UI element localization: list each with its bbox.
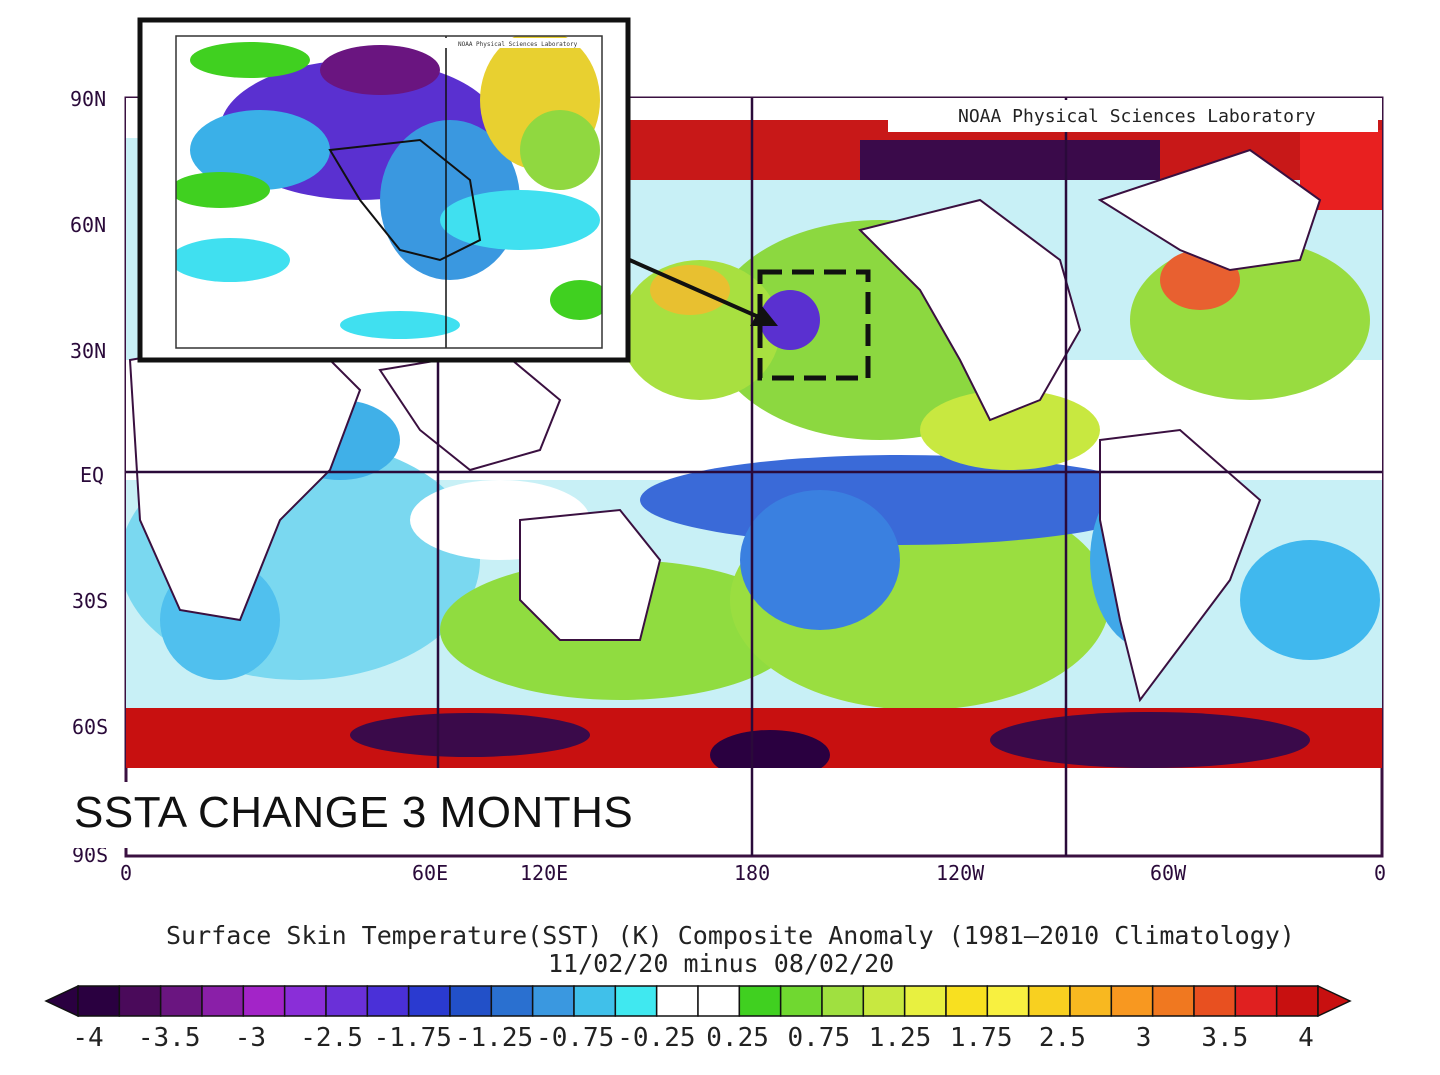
lat-label: 30N (70, 339, 106, 363)
colorbar-label: 3.5 (1201, 1023, 1248, 1053)
colorbar-swatch (490, 985, 534, 1017)
lat-label: EQ (80, 463, 104, 487)
colorbar-labels: -4 -3.5 -3 -2.5 -1.75 -1.25 -0.75 -0.25 0.25 0.75… (72, 1023, 1313, 1053)
colorbar-swatch (614, 985, 658, 1017)
lat-label: 30S (72, 589, 108, 613)
colorbar-label: -4 (72, 1023, 103, 1053)
colorbar-swatch (779, 985, 823, 1017)
lon-label: 120E (520, 861, 568, 885)
colorbar-swatch (283, 985, 327, 1017)
colorbar-swatch (1234, 985, 1278, 1017)
colorbar-swatch (862, 985, 906, 1017)
inset-map: NOAA Physical Sciences Laboratory (137, 17, 631, 363)
overlay-caption: SSTA CHANGE 3 MONTHS (60, 782, 660, 848)
colorbar-swatch (366, 985, 410, 1017)
map-title-line2: 11/02/20 minus 08/02/20 (548, 949, 894, 978)
colorbar-swatch (1069, 985, 1113, 1017)
colorbar-swatch (1275, 985, 1319, 1017)
colorbar-swatch (201, 985, 245, 1017)
colorbar-swatch (738, 985, 782, 1017)
colorbar-swatch (407, 985, 451, 1017)
colorbar-swatch (697, 985, 741, 1017)
lat-labels: 90N 60N 30N EQ 30S 60S 90S (70, 87, 108, 867)
lon-label: 180 (734, 861, 770, 885)
lat-label: 60N (70, 213, 106, 237)
inset-credit-text: NOAA Physical Sciences Laboratory (458, 41, 578, 48)
colorbar-label: 0.75 (787, 1023, 850, 1053)
colorbar-label: -1.75 (374, 1023, 452, 1053)
colorbar-label: -3 (235, 1023, 266, 1053)
lat-label: 90N (70, 87, 106, 111)
colorbar-arrow-right (1317, 984, 1352, 1018)
colorbar-swatch (531, 985, 575, 1017)
colorbar-label: -2.5 (300, 1023, 363, 1053)
colorbar-swatch (945, 985, 989, 1017)
lon-label: 120W (936, 861, 985, 885)
colorbar-swatch (118, 985, 162, 1017)
lon-labels: 0 60E 120E 180 120W 60W 0 (120, 861, 1386, 885)
colorbar-swatch (821, 985, 865, 1017)
colorbar-swatch (1110, 985, 1154, 1017)
colorbar-label: -0.25 (617, 1023, 695, 1053)
lon-label: 0 (120, 861, 132, 885)
colorbar-swatch (573, 985, 617, 1017)
lon-label: 60W (1150, 861, 1187, 885)
colorbar (44, 984, 1352, 1018)
colorbar-swatch (325, 985, 369, 1017)
lat-label: 60S (72, 715, 108, 739)
colorbar-arrow-left (44, 984, 79, 1018)
lon-label: 0 (1374, 861, 1386, 885)
overlay-caption-text: SSTA CHANGE 3 MONTHS (74, 788, 634, 837)
pointer-arrow (624, 256, 778, 326)
colorbar-label: -0.75 (536, 1023, 614, 1053)
colorbar-swatch (903, 985, 947, 1017)
colorbar-swatch (242, 985, 286, 1017)
colorbar-swatch (77, 985, 121, 1017)
colorbar-label: 1.25 (869, 1023, 932, 1053)
colorbar-label: -3.5 (138, 1023, 201, 1053)
colorbar-label: 4 (1298, 1023, 1314, 1053)
colorbar-swatch (655, 985, 699, 1017)
colorbar-swatch (1027, 985, 1071, 1017)
colorbar-label: -1.25 (455, 1023, 533, 1053)
colorbar-label: 3 (1136, 1023, 1152, 1053)
colorbar-label: 0.25 (706, 1023, 769, 1053)
colorbar-label: 2.5 (1039, 1023, 1086, 1053)
highlight-box (757, 269, 871, 381)
map-title-line1: Surface Skin Temperature(SST) (K) Compos… (166, 921, 1295, 950)
lon-label: 60E (412, 861, 448, 885)
colorbar-label: 1.75 (950, 1023, 1013, 1053)
colorbar-swatch (449, 985, 493, 1017)
colorbar-swatch (986, 985, 1030, 1017)
colorbar-swatch (1151, 985, 1195, 1017)
colorbar-swatch (1193, 985, 1237, 1017)
colorbar-swatch (159, 985, 203, 1017)
credit-text: NOAA Physical Sciences Laboratory (958, 106, 1316, 127)
